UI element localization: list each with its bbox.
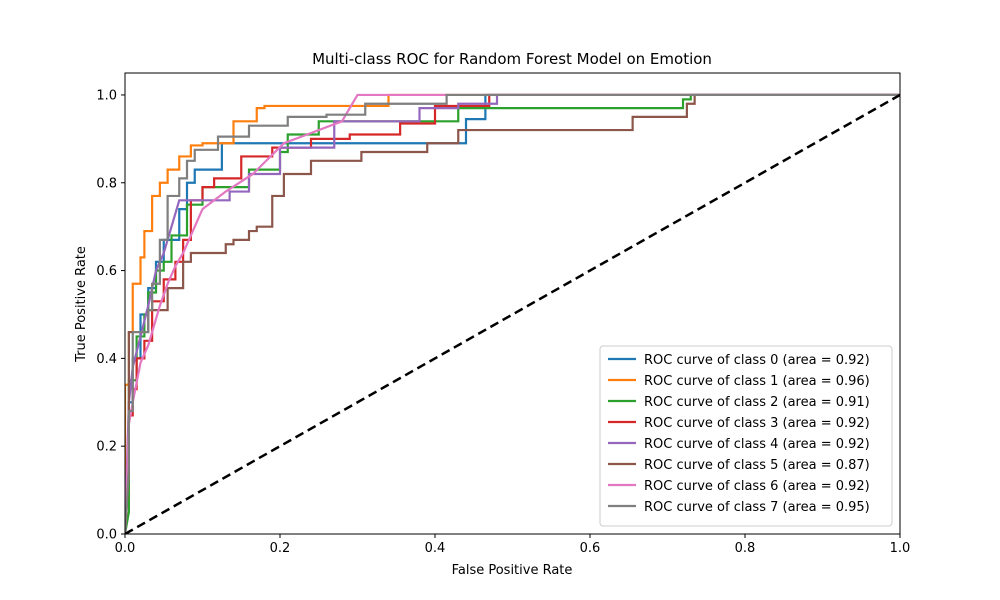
roc-line-class-7 [125, 93, 900, 534]
x-tick-label: 0.6 [580, 541, 601, 556]
legend-label-class-6: ROC curve of class 6 (area = 0.92) [644, 479, 870, 494]
legend: ROC curve of class 0 (area = 0.92) ROC cu… [599, 345, 893, 527]
y-tick-label: 0.4 [96, 352, 117, 367]
legend-label-class-1: ROC curve of class 1 (area = 0.96) [644, 374, 870, 389]
chart-title: Multi-class ROC for Random Forest Model … [312, 50, 712, 68]
legend-label-class-0: ROC curve of class 0 (area = 0.92) [644, 353, 870, 368]
legend-label-class-7: ROC curve of class 7 (area = 0.95) [644, 500, 870, 515]
roc-line-class-1 [125, 93, 900, 534]
x-tick-label: 0.8 [735, 541, 756, 556]
x-tick-label: 0.2 [270, 541, 291, 556]
roc-line-class-5 [125, 93, 900, 534]
legend-box [599, 345, 893, 527]
axes-frame [124, 72, 901, 535]
y-tick-label: 0.8 [96, 176, 117, 191]
y-axis-label: True Positive Rate [74, 246, 89, 363]
roc-line-class-6 [125, 93, 900, 534]
legend-label-class-2: ROC curve of class 2 (area = 0.91) [644, 395, 870, 410]
y-tick-label: 0.0 [96, 528, 117, 543]
legend-label-class-3: ROC curve of class 3 (area = 0.92) [644, 416, 870, 431]
legend-label-class-4: ROC curve of class 4 (area = 0.92) [644, 437, 870, 452]
x-axis-label: False Positive Rate [452, 563, 573, 578]
y-tick-label: 0.6 [96, 264, 117, 279]
plot-area [125, 93, 900, 534]
legend-label-class-5: ROC curve of class 5 (area = 0.87) [644, 458, 870, 473]
y-tick-label: 0.2 [96, 440, 117, 455]
x-tick-label: 1.0 [890, 541, 911, 556]
x-tick-label: 0.0 [115, 541, 136, 556]
x-tick-label: 0.4 [425, 541, 446, 556]
y-tick-label: 1.0 [96, 88, 117, 103]
axes: 0.0 0.2 0.4 0.6 0.8 1.0 0.0 0.2 0.4 0.6 0.8 1.0 [96, 72, 911, 556]
roc-line-class-4 [125, 93, 900, 534]
diagonal-reference-line [125, 93, 900, 534]
